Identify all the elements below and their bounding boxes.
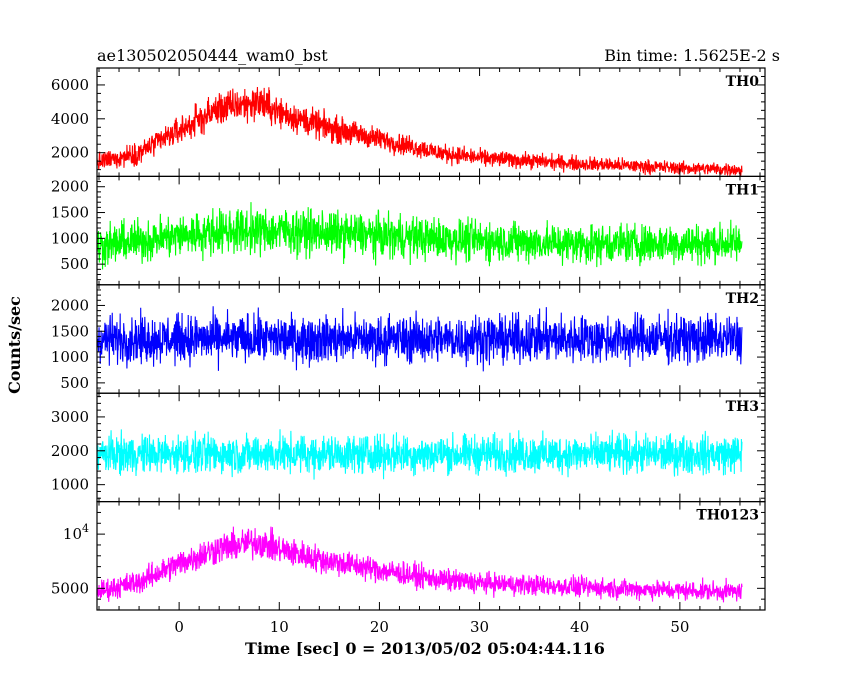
y-tick-label: 2000 [51,442,89,460]
y-tick-label: 3000 [51,408,89,426]
y-tick-label: 104 [63,522,89,543]
x-tick-label: 30 [470,618,489,636]
x-tick-label: 0 [174,618,184,636]
panel-label: TH3 [726,399,759,415]
panel-frame [96,67,766,178]
chart-title-right: Bin time: 1.5625E-2 s [604,46,780,65]
series-th2 [97,306,743,372]
x-tick-label: 40 [570,618,589,636]
panel-th0123: 5000 104 TH0123 [51,501,766,611]
y-tick-label: 2000 [51,144,89,162]
y-axis-label: Counts/sec [5,296,24,394]
y-tick-label: 1000 [51,476,89,494]
panel-label: TH0123 [696,508,759,524]
y-tick-label: 6000 [51,76,89,94]
y-tick-label: 1500 [51,322,89,340]
x-tick-label: 20 [370,618,389,636]
chart-title-left: ae130502050444_wam0_bst [97,46,328,65]
y-tick-label: 1500 [51,204,89,222]
panel-th3: 1000 2000 3000 TH3 [51,392,766,503]
y-tick-label: 4000 [51,110,89,128]
y-tick-label: 2000 [51,296,89,314]
panel-th0: 2000 4000 6000 TH0 [51,67,766,178]
series-th0123 [97,526,743,603]
panel-th2: 500 1000 1500 2000 TH2 [51,284,766,394]
y-tick-label: 5000 [51,579,89,597]
x-axis-label: Time [sec] 0 = 2013/05/02 05:04:44.116 [245,639,605,658]
panel-label: TH1 [726,182,759,198]
x-tick-label: 10 [270,618,289,636]
series-th0 [97,86,743,177]
y-tick-label: 2000 [51,178,89,196]
y-tick-label: 1000 [51,229,89,247]
series-th3 [97,429,743,480]
series-th1 [97,202,743,270]
panel-label: TH2 [726,291,759,307]
y-tick-label: 500 [60,255,89,273]
y-tick-label: 500 [60,374,89,392]
x-tick-label: 50 [670,618,689,636]
y-tick-label: 1000 [51,348,89,366]
panel-label: TH0 [726,74,760,90]
panel-th1: 500 1000 1500 2000 TH1 [51,175,766,286]
